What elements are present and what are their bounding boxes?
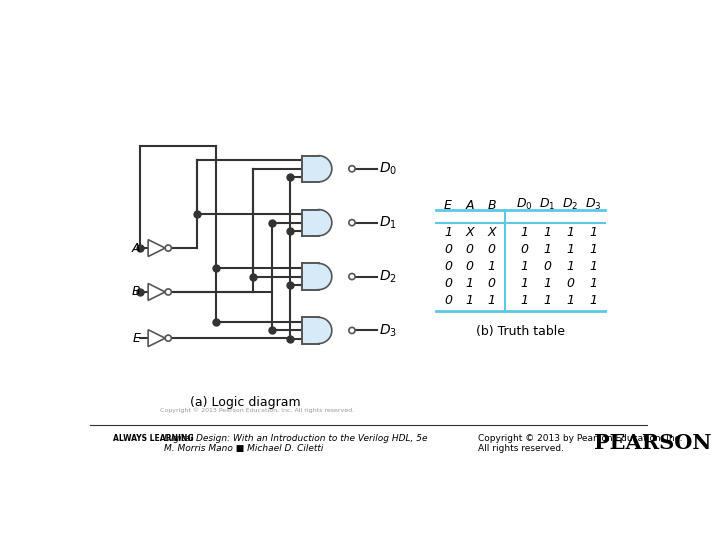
Text: 1: 1 (590, 226, 598, 239)
Polygon shape (302, 210, 319, 236)
Text: 1: 1 (590, 277, 598, 290)
Text: 1: 1 (487, 294, 495, 307)
Text: $D_1$: $D_1$ (539, 197, 555, 212)
Text: 1: 1 (544, 277, 552, 290)
Text: $D_3$: $D_3$ (379, 322, 397, 339)
Text: 1: 1 (590, 243, 598, 256)
Polygon shape (148, 330, 165, 347)
Text: 1: 1 (444, 226, 452, 239)
Text: B: B (132, 286, 140, 299)
Text: X: X (465, 226, 474, 239)
Circle shape (165, 289, 171, 295)
Polygon shape (148, 240, 165, 256)
Text: 0: 0 (444, 277, 452, 290)
Text: 1: 1 (567, 226, 575, 239)
Text: $D_1$: $D_1$ (379, 214, 397, 231)
Text: 1: 1 (520, 277, 528, 290)
Text: 1: 1 (544, 243, 552, 256)
Text: 1: 1 (544, 226, 552, 239)
Text: 0: 0 (487, 243, 495, 256)
Text: $D_2$: $D_2$ (379, 268, 397, 285)
Polygon shape (148, 284, 165, 300)
Text: 1: 1 (567, 260, 575, 273)
Text: 1: 1 (590, 294, 598, 307)
Circle shape (165, 335, 171, 341)
Polygon shape (319, 156, 332, 182)
Text: $D_0$: $D_0$ (516, 197, 532, 212)
Polygon shape (319, 210, 332, 236)
Polygon shape (302, 264, 319, 289)
Text: $D_2$: $D_2$ (562, 197, 579, 212)
Text: 1: 1 (466, 277, 474, 290)
Text: 1: 1 (590, 260, 598, 273)
Text: ALWAYS LEARNING: ALWAYS LEARNING (113, 434, 194, 443)
Text: 0: 0 (444, 243, 452, 256)
Text: Copyright © 2013 by Pearson Education, Inc.
All rights reserved.: Copyright © 2013 by Pearson Education, I… (477, 434, 682, 453)
Text: 0: 0 (487, 277, 495, 290)
Text: 0: 0 (444, 260, 452, 273)
Text: 1: 1 (567, 294, 575, 307)
Text: A: A (132, 241, 140, 254)
Text: 0: 0 (444, 294, 452, 307)
Polygon shape (302, 318, 319, 343)
Text: 1: 1 (520, 260, 528, 273)
Text: 1: 1 (567, 243, 575, 256)
Text: $B$: $B$ (487, 199, 496, 212)
Text: $A$: $A$ (464, 199, 475, 212)
Text: 1: 1 (520, 294, 528, 307)
Text: 1: 1 (487, 260, 495, 273)
Text: 1: 1 (466, 294, 474, 307)
Text: $D_3$: $D_3$ (585, 197, 602, 212)
Text: 0: 0 (567, 277, 575, 290)
Polygon shape (319, 264, 332, 289)
Circle shape (349, 273, 355, 280)
Text: 1: 1 (544, 294, 552, 307)
Text: $E$: $E$ (443, 199, 453, 212)
Circle shape (165, 245, 171, 251)
Polygon shape (319, 318, 332, 343)
Text: 0: 0 (520, 243, 528, 256)
Circle shape (349, 220, 355, 226)
Polygon shape (302, 156, 319, 182)
Text: X: X (487, 226, 496, 239)
Text: (b) Truth table: (b) Truth table (476, 325, 564, 338)
Text: 0: 0 (466, 260, 474, 273)
Circle shape (349, 166, 355, 172)
Text: Copyright © 2013 Pearson Education, Inc. All rights reserved.: Copyright © 2013 Pearson Education, Inc.… (160, 408, 354, 413)
Text: E: E (132, 332, 140, 345)
Text: PEARSON: PEARSON (594, 433, 711, 453)
Text: 1: 1 (520, 226, 528, 239)
Text: Digital Design: With an Introduction to the Verilog HDL, 5e
M. Morris Mano ■ Mic: Digital Design: With an Introduction to … (163, 434, 427, 453)
Circle shape (349, 327, 355, 334)
Text: 0: 0 (466, 243, 474, 256)
Text: (a) Logic diagram: (a) Logic diagram (189, 396, 300, 409)
Text: 0: 0 (544, 260, 552, 273)
Text: $D_0$: $D_0$ (379, 160, 397, 177)
